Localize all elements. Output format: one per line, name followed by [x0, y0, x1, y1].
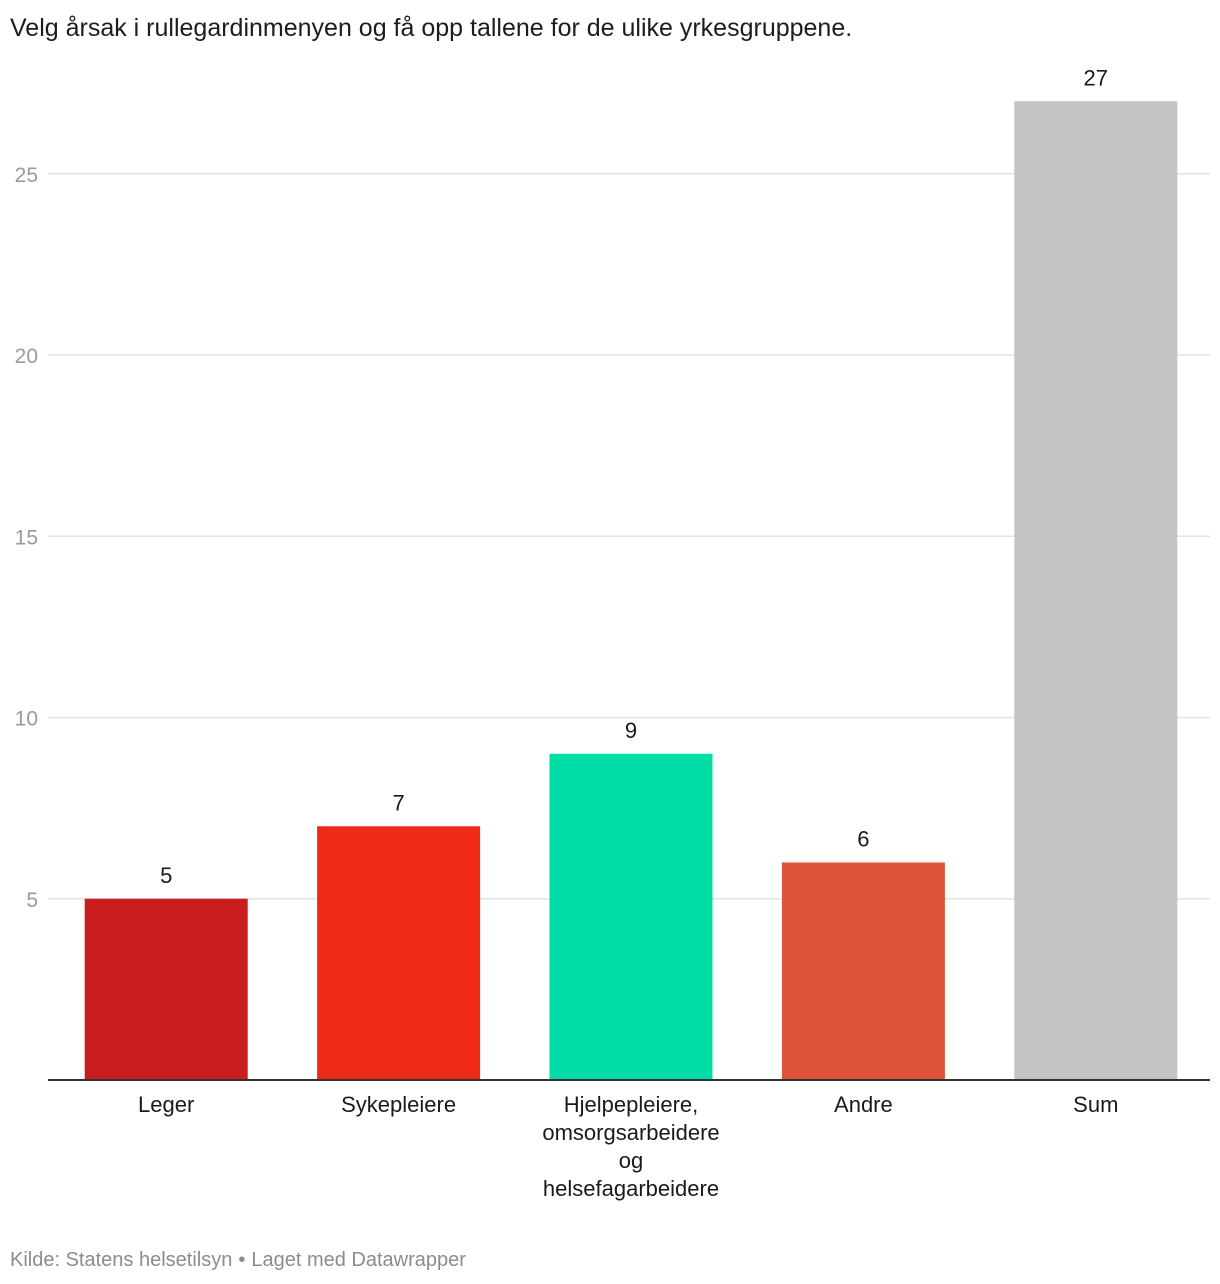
- category-label: Andre: [834, 1092, 893, 1117]
- category-label: Hjelpepleiere,: [564, 1092, 699, 1117]
- y-tick-label: 15: [15, 526, 38, 549]
- y-tick-label: 20: [15, 345, 38, 368]
- value-label: 9: [625, 718, 637, 743]
- category-label: Leger: [138, 1092, 194, 1117]
- value-label: 7: [392, 790, 404, 815]
- bar: [84, 898, 248, 1080]
- category-label: og: [619, 1148, 643, 1173]
- y-tick-label: 25: [15, 164, 38, 187]
- value-label: 5: [160, 863, 172, 888]
- value-label: 6: [857, 827, 869, 852]
- category-label: Sykepleiere: [341, 1092, 456, 1117]
- category-label: Sum: [1073, 1092, 1118, 1117]
- bar: [549, 753, 713, 1080]
- y-tick-label: 10: [15, 708, 38, 731]
- value-label: 27: [1084, 65, 1108, 90]
- chart-intro-text: Velg årsak i rullegardinmenyen og få opp…: [10, 14, 853, 42]
- bar: [781, 862, 945, 1080]
- category-label: omsorgsarbeidere: [542, 1120, 719, 1145]
- credit-note: Laget med Datawrapper: [251, 1249, 466, 1271]
- y-tick-label: 5: [26, 889, 38, 912]
- bar-chart: 5 10 15 20 25 5 Leger 7 Sykepleiere 9 Hjelpepleier…: [15, 65, 1210, 1201]
- footer-separator: •: [238, 1249, 246, 1271]
- category-label: helsefagarbeidere: [543, 1176, 719, 1201]
- bar: [1014, 101, 1178, 1080]
- bar: [317, 826, 481, 1080]
- chart-footer: Kilde: Statens helsetilsyn • Laget med Dat…: [10, 1247, 466, 1273]
- source-note: Kilde: Statens helsetilsyn: [10, 1249, 233, 1271]
